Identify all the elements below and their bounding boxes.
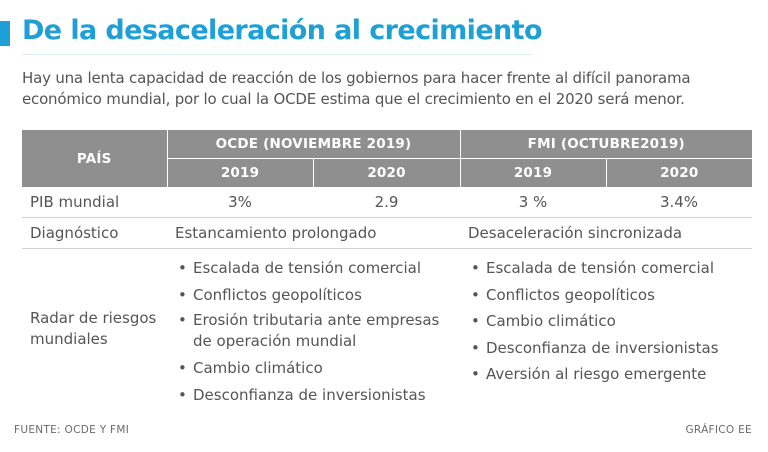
intro-line-2: económico mundial, por lo cual la OCDE e… (22, 90, 685, 108)
pib-ocde-2019: 3% (167, 187, 313, 218)
header-pais: PAÍS (22, 130, 168, 187)
table-row-radar: Radar de riesgos mundiales Escalada de t… (22, 249, 752, 409)
list-item: Cambio climático (175, 355, 460, 382)
table-row-pib: PIB mundial 3% 2.9 3 % 3.4% (22, 187, 752, 218)
list-item: Erosión tributaria ante empresas de oper… (175, 310, 443, 352)
title-accent-bar (0, 21, 10, 46)
pib-fmi-2019: 3 % (460, 187, 606, 218)
row-label-diagnostico: Diagnóstico (22, 217, 167, 249)
header-group-ocde: OCDE (NOVIEMBRE 2019) (167, 130, 461, 159)
graphic-credit: GRÁFICO EE (685, 424, 752, 436)
row-label-radar-line-1: Radar de riesgos (30, 308, 157, 327)
list-item: Escalada de tensión comercial (175, 255, 460, 282)
row-label-pib: PIB mundial (22, 187, 167, 218)
list-item: Aversión al riesgo emergente (468, 361, 752, 388)
diagnostico-ocde: Estancamiento prolongado (167, 217, 460, 249)
comparison-table: PAÍS OCDE (NOVIEMBRE 2019) FMI (OCTUBRE2… (22, 130, 752, 408)
intro-text: Hay una lenta capacidad de reacción de l… (22, 68, 752, 110)
pib-ocde-2020: 2.9 (313, 187, 460, 218)
list-item: Desconfianza de inversionistas (175, 382, 460, 409)
list-item: Desconfianza de inversionistas (468, 335, 752, 362)
header-year-ocde-2020: 2020 (313, 158, 461, 187)
header-group-fmi: FMI (OCTUBRE2019) (460, 130, 752, 159)
list-item: Conflictos geopolíticos (175, 282, 460, 309)
table-row-diagnostico: Diagnóstico Estancamiento prolongado Des… (22, 217, 752, 249)
radar-ocde-list: Escalada de tensión comercial Conflictos… (167, 255, 460, 408)
source-note: FUENTE: OCDE Y FMI (14, 424, 130, 436)
row-label-radar: Radar de riesgos mundiales (22, 249, 167, 409)
radar-fmi-list: Escalada de tensión comercial Conflictos… (460, 255, 752, 388)
list-item: Cambio climático (468, 308, 752, 335)
header-year-fmi-2019: 2019 (460, 158, 607, 187)
page-title: De la desaceleración al crecimiento (22, 15, 543, 46)
header-year-ocde-2019: 2019 (167, 158, 314, 187)
header-year-fmi-2020: 2020 (606, 158, 752, 187)
title-underline (22, 54, 532, 55)
radar-ocde-cell: Escalada de tensión comercial Conflictos… (167, 249, 460, 409)
row-label-radar-line-2: mundiales (30, 329, 108, 348)
diagnostico-fmi: Desaceleración sincronizada (460, 217, 752, 249)
intro-line-1: Hay una lenta capacidad de reacción de l… (22, 69, 691, 87)
list-item: Conflictos geopolíticos (468, 282, 752, 309)
pib-fmi-2020: 3.4% (606, 187, 752, 218)
list-item: Escalada de tensión comercial (468, 255, 752, 282)
radar-fmi-cell: Escalada de tensión comercial Conflictos… (460, 249, 752, 409)
